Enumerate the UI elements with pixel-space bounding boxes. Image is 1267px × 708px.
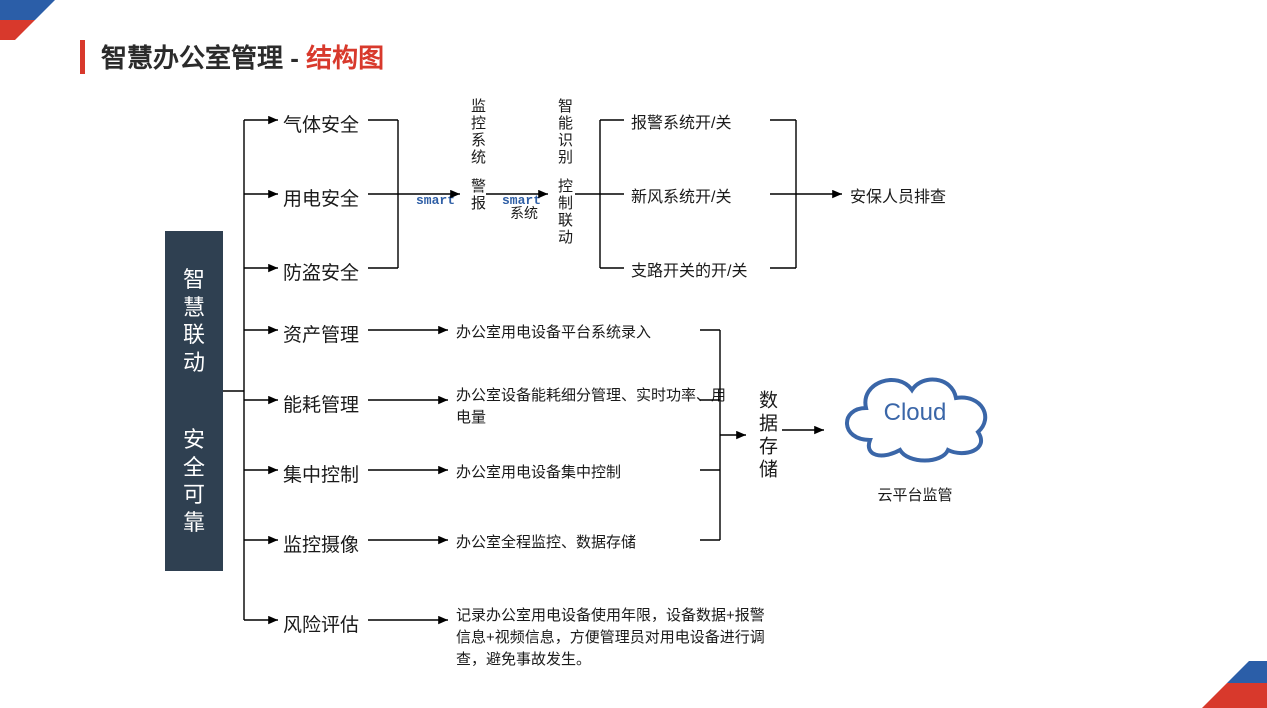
smart-label-2: smart	[502, 193, 541, 208]
desc-cctv: 办公室全程监控、数据存储	[456, 532, 636, 554]
node-risk: 风险评估	[283, 610, 359, 637]
vlabel-link: 控制联动	[554, 178, 575, 246]
corner-decoration-br	[1187, 653, 1267, 708]
root-seg-2: 安全可靠	[183, 426, 205, 536]
right-branch-switch: 支路开关的开/关	[631, 260, 747, 283]
node-theft: 防盗安全	[283, 258, 359, 285]
title-part1: 智慧办公室管理 -	[101, 43, 306, 73]
root-seg-1: 智慧联动	[183, 266, 205, 376]
vlabel-alarm: 警报	[467, 178, 488, 212]
vlabel-ai: 智能识别	[554, 98, 575, 166]
node-gas: 气体安全	[283, 110, 359, 137]
page-title: 智慧办公室管理 - 结构图	[80, 38, 384, 75]
vlabel-monitor: 监控系统	[467, 98, 488, 166]
smart-label-1: smart	[416, 193, 455, 208]
cloud-text: Cloud	[884, 399, 947, 426]
node-energy: 能耗管理	[283, 390, 359, 417]
desc-ctrl: 办公室用电设备集中控制	[456, 462, 621, 484]
corner-decoration-tl	[0, 0, 70, 50]
root-box: 智慧联动 安全可靠	[165, 231, 223, 571]
title-part2: 结构图	[306, 43, 384, 73]
cloud-caption: 云平台监管	[830, 484, 1000, 505]
vlabel-storage: 数据存储	[753, 390, 780, 482]
node-power: 用电安全	[283, 184, 359, 211]
right-alarm-switch: 报警系统开/关	[631, 112, 731, 135]
desc-asset: 办公室用电设备平台系统录入	[456, 322, 651, 344]
right-freshair: 新风系统开/关	[631, 186, 731, 209]
node-asset: 资产管理	[283, 320, 359, 347]
cloud-icon: Cloud	[830, 360, 1000, 465]
desc-energy: 办公室设备能耗细分管理、实时功率、用电量	[456, 385, 726, 429]
node-ctrl: 集中控制	[283, 460, 359, 487]
title-accent-bar	[80, 40, 85, 74]
cloud-block: Cloud 云平台监管	[830, 360, 1000, 505]
desc-risk: 记录办公室用电设备使用年限，设备数据+报警信息+视频信息，方便管理员对用电设备进…	[456, 605, 776, 670]
right-inspect: 安保人员排查	[850, 186, 946, 209]
node-cctv: 监控摄像	[283, 530, 359, 557]
